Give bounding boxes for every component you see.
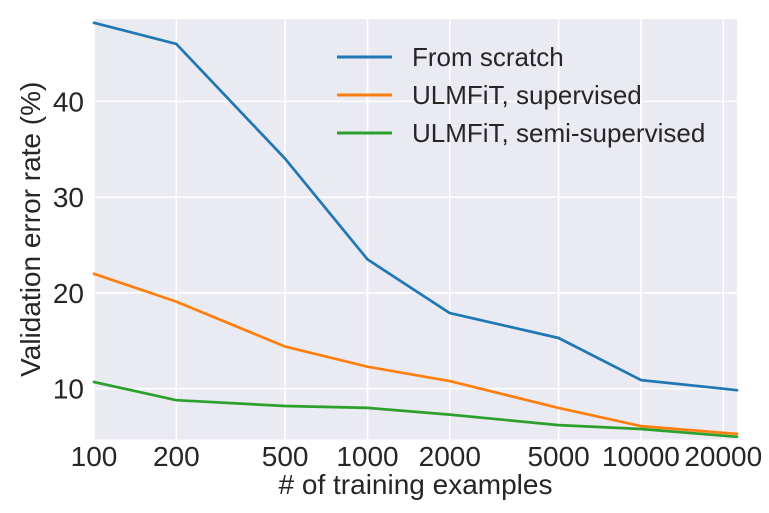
y-tick-label: 10 [53, 374, 84, 405]
legend-item-from-scratch: From scratch [337, 42, 564, 72]
legend-label: ULMFiT, supervised [412, 80, 642, 110]
legend-item-ulmfit-semi-supervised: ULMFiT, semi-supervised [337, 118, 705, 148]
legend-label: ULMFiT, semi-supervised [412, 118, 705, 148]
x-tick-label: 500 [262, 441, 309, 472]
x-tick-label: 10000 [602, 441, 680, 472]
y-tick-label: 40 [53, 86, 84, 117]
x-tick-label: 1000 [336, 441, 398, 472]
series-line-ulmfit-semi-supervised [92, 380, 739, 439]
legend: From scratch ULMFiT, supervised ULMFiT, se… [337, 42, 705, 148]
x-axis-tick-labels: 100 200 500 1000 2000 5000 10000 20000 [71, 441, 763, 472]
x-axis-label: # of training examples [279, 469, 553, 500]
x-tick-label: 2000 [419, 441, 481, 472]
x-tick-label: 20000 [684, 441, 762, 472]
y-tick-label: 30 [53, 182, 84, 213]
grid [93, 19, 737, 440]
series-line-ulmfit-supervised [92, 272, 739, 436]
y-axis-label: Validation error rate (%) [15, 82, 46, 377]
x-tick-label: 200 [153, 441, 200, 472]
y-axis-tick-labels: 10 20 30 40 [53, 86, 84, 404]
legend-label: From scratch [412, 42, 564, 72]
series-line-from-scratch [92, 21, 739, 392]
y-tick-label: 20 [53, 278, 84, 309]
plot-background [94, 19, 737, 440]
x-tick-label: 5000 [527, 441, 589, 472]
legend-item-ulmfit-supervised: ULMFiT, supervised [337, 80, 642, 110]
x-tick-label: 100 [71, 441, 118, 472]
